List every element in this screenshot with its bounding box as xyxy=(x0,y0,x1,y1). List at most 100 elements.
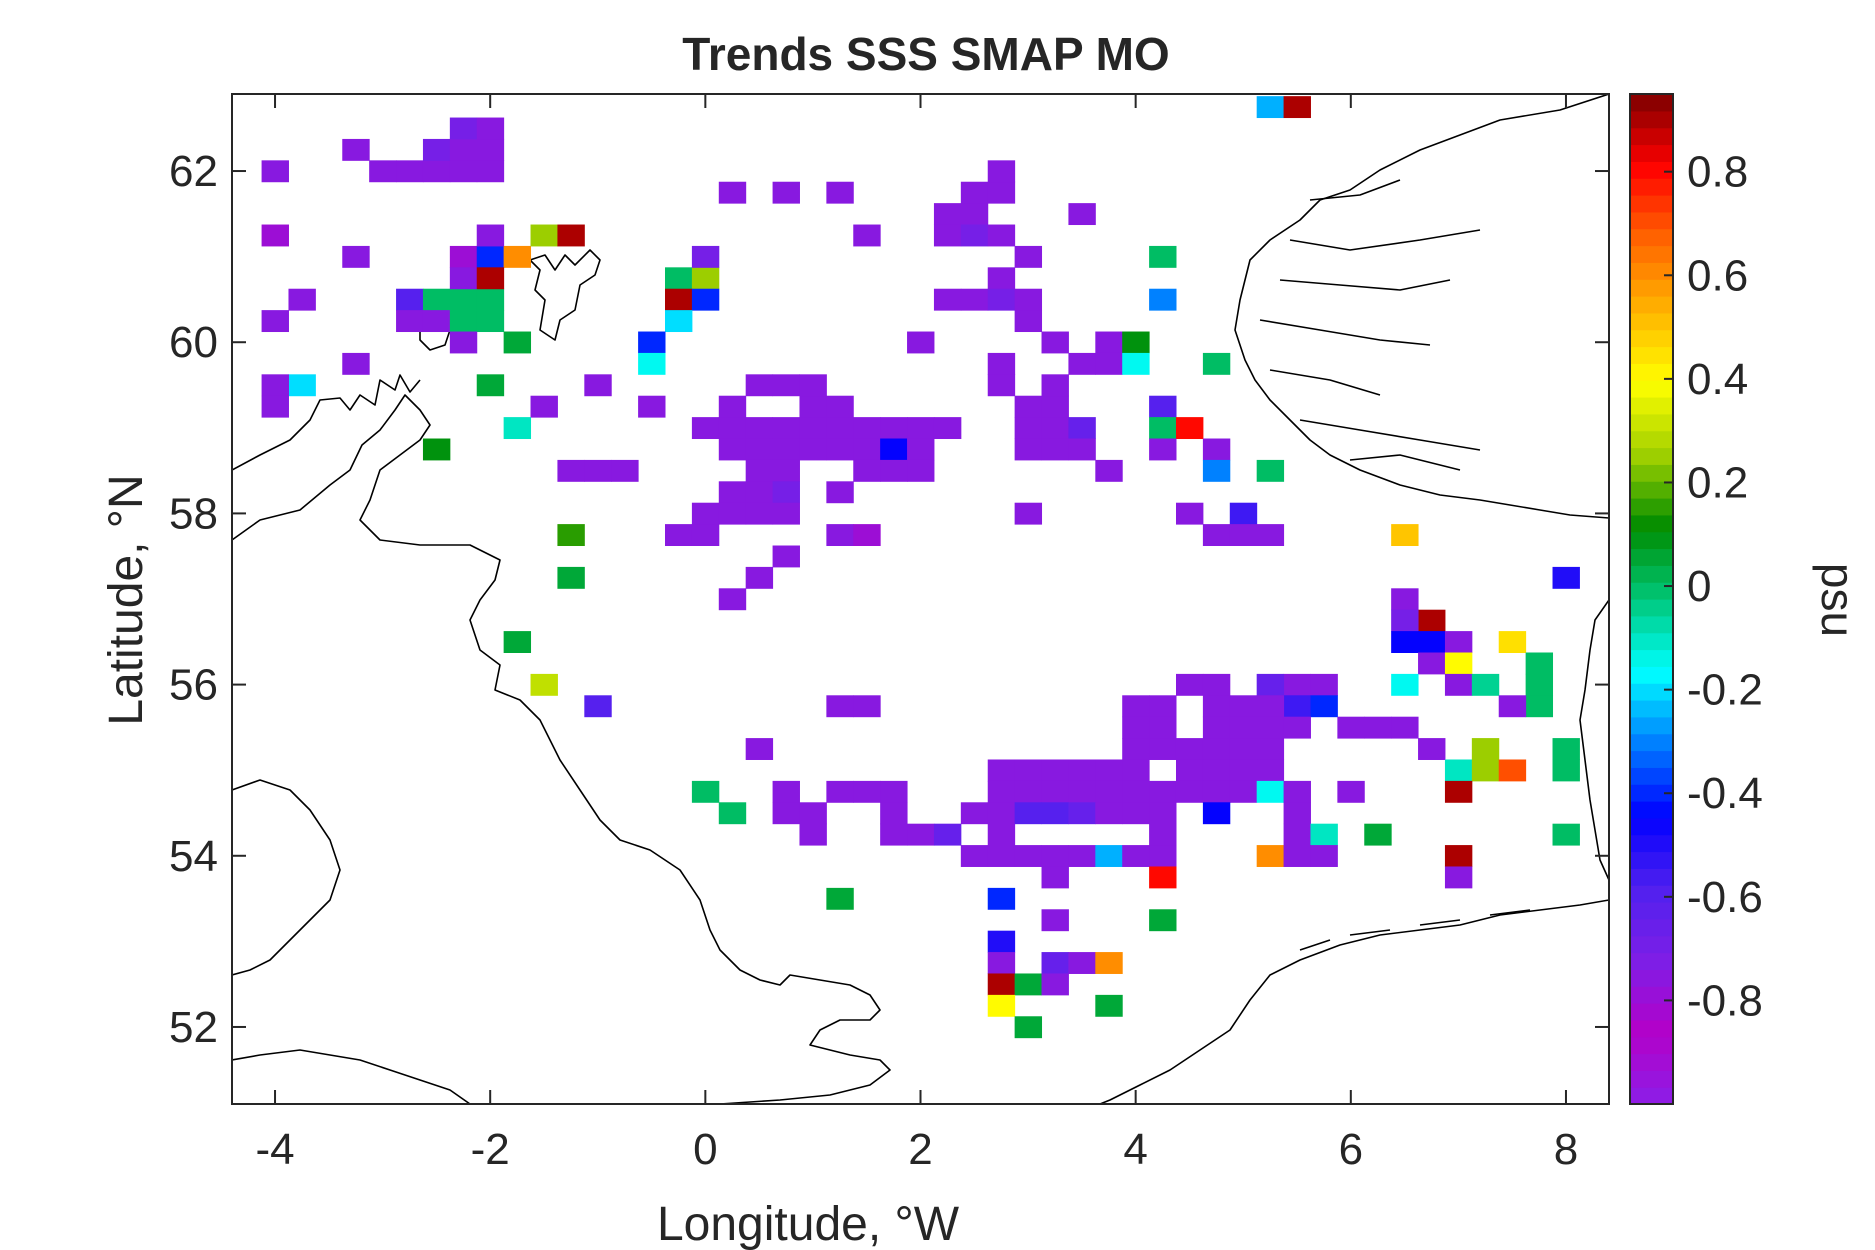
trend-cell xyxy=(853,224,881,247)
colorbar-tick-label: -0.6 xyxy=(1687,873,1763,922)
trend-cell xyxy=(1095,952,1123,974)
trend-cell xyxy=(1014,1016,1043,1039)
x-tick-label: 8 xyxy=(1554,1125,1578,1174)
trend-cell xyxy=(1068,417,1096,440)
trend-cell xyxy=(1095,459,1123,482)
trend-cell xyxy=(772,417,800,440)
trend-cell xyxy=(1229,759,1258,782)
colorbar-band xyxy=(1630,868,1673,886)
trend-cell xyxy=(718,395,747,418)
colorbar-band xyxy=(1630,279,1673,297)
colorbar-band xyxy=(1630,464,1673,482)
colorbar-band xyxy=(1630,161,1673,179)
trend-cell xyxy=(396,288,424,311)
trend-cell xyxy=(288,288,316,311)
trend-cell xyxy=(476,117,505,140)
trend-cell xyxy=(987,181,1016,204)
trend-cell xyxy=(880,802,908,825)
trend-cell xyxy=(557,224,585,247)
trend-cell xyxy=(1202,524,1231,547)
trend-cell xyxy=(907,438,935,461)
trend-cell xyxy=(799,802,827,825)
trend-cell xyxy=(584,695,612,718)
trend-cell xyxy=(1149,695,1177,718)
trend-cell xyxy=(772,545,800,568)
trend-cell xyxy=(772,481,800,504)
trend-cell xyxy=(530,673,558,696)
trend-cell xyxy=(1256,96,1285,119)
trend-cell xyxy=(1149,288,1177,311)
trend-cell xyxy=(1283,96,1311,119)
trend-cell xyxy=(960,288,989,311)
trend-cell xyxy=(987,823,1016,846)
trend-cell xyxy=(691,288,720,311)
trend-cell xyxy=(853,459,881,482)
trend-cell xyxy=(987,267,1016,290)
trend-cell xyxy=(1149,845,1177,867)
trend-cell xyxy=(1256,759,1285,782)
trend-cell xyxy=(449,288,478,311)
colorbar-band xyxy=(1630,329,1673,348)
colorbar-band xyxy=(1630,363,1673,381)
trend-cell xyxy=(772,780,800,803)
trend-cell xyxy=(1283,716,1311,739)
trend-cell xyxy=(1014,845,1043,867)
chart-title: Trends SSS SMAP MO xyxy=(682,28,1169,80)
trend-cell xyxy=(745,566,774,589)
trend-cell xyxy=(1202,738,1231,760)
trend-cell xyxy=(1444,631,1473,653)
trend-cell xyxy=(1041,759,1069,782)
colorbar-band xyxy=(1630,599,1673,617)
trend-cell xyxy=(960,802,989,825)
trend-cell xyxy=(745,459,774,482)
colorbar-band xyxy=(1630,716,1673,735)
trend-cell xyxy=(1202,695,1231,718)
coastline-scotland-england xyxy=(232,394,891,1104)
trend-cell xyxy=(799,417,827,440)
trend-cell xyxy=(1149,909,1177,932)
trend-cell xyxy=(1175,738,1204,760)
trend-cell xyxy=(1202,459,1231,482)
trend-cell xyxy=(1229,502,1258,525)
trend-cell xyxy=(987,160,1016,183)
trend-cell xyxy=(1552,566,1580,589)
y-tick-label: 62 xyxy=(169,147,218,196)
trend-cell xyxy=(1149,823,1177,846)
trend-cell xyxy=(718,588,747,611)
trend-cell xyxy=(1444,652,1473,675)
trend-cell xyxy=(1122,716,1150,739)
trend-cell xyxy=(1095,845,1123,867)
colorbar-band xyxy=(1630,986,1673,1004)
colorbar-band xyxy=(1630,211,1673,230)
trend-cell xyxy=(665,524,693,547)
trend-cell xyxy=(261,160,289,183)
trend-cell xyxy=(1444,845,1473,867)
trend-cell xyxy=(1471,759,1500,782)
trend-cell xyxy=(745,502,774,525)
coastline-norway-fjords xyxy=(1259,179,1481,471)
colorbar-band xyxy=(1630,127,1673,146)
trend-cell xyxy=(1391,631,1419,653)
trend-cell xyxy=(745,438,774,461)
trend-cell xyxy=(1041,780,1069,803)
trend-cell xyxy=(853,780,881,803)
trend-cell xyxy=(1122,352,1150,375)
colorbar-band xyxy=(1630,447,1673,465)
colorbar-ticks: -0.8 -0.6 -0.4 -0.2 0 0.2 0.4 0.6 0.8 xyxy=(1664,148,1763,1025)
trend-cell xyxy=(1202,759,1231,782)
trend-cell xyxy=(907,459,935,482)
trend-cell xyxy=(1229,524,1258,547)
trend-cell xyxy=(1149,395,1177,418)
trend-cell xyxy=(933,417,962,440)
colorbar-band xyxy=(1630,514,1673,533)
trend-cell xyxy=(718,438,747,461)
trend-cell xyxy=(1068,352,1096,375)
colorbar-tick-label: -0.8 xyxy=(1687,976,1763,1025)
trend-cell xyxy=(1149,738,1177,760)
trend-cell xyxy=(1041,845,1069,867)
trend-cell xyxy=(799,395,827,418)
y-axis-label: Latitude, °N xyxy=(100,474,153,725)
trend-cell xyxy=(1014,438,1043,461)
trend-cell xyxy=(880,459,908,482)
trend-cell xyxy=(261,395,289,418)
